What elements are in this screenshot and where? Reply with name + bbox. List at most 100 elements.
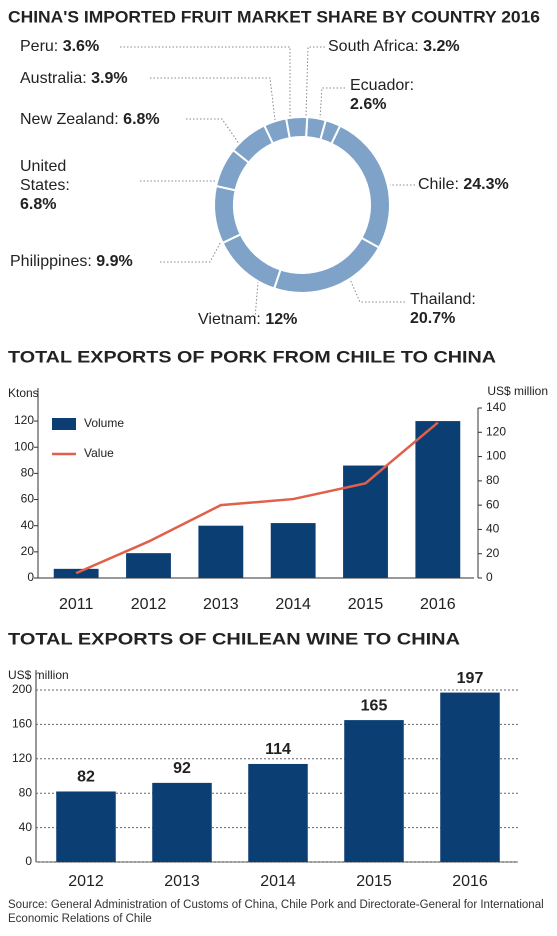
slice-category: Australia: <box>20 70 87 87</box>
slice-category: South Africa: <box>328 38 419 55</box>
bar <box>270 523 316 578</box>
x-tick-label: 2015 <box>348 596 384 613</box>
slice-category: United States: <box>20 158 70 194</box>
slice-value: 9.9% <box>96 253 133 270</box>
slice-label: Thailand: 20.7% <box>410 290 510 328</box>
y-tick-label: 160 <box>12 717 32 731</box>
bar <box>126 553 171 578</box>
y-tick-label: 0 <box>27 570 34 584</box>
data-label: 82 <box>77 769 95 786</box>
y-tick-label: 0 <box>25 854 32 868</box>
leader-lines <box>120 46 415 319</box>
bar <box>56 791 116 862</box>
slice-value: 3.9% <box>91 70 128 87</box>
x-tick-label: 2014 <box>275 596 311 613</box>
bar <box>415 421 461 578</box>
chart-title: TOTAL EXPORTS OF CHILEAN WINE TO CHINA <box>8 629 460 648</box>
pie-slice <box>213 184 242 245</box>
legend-label: Value <box>84 446 114 460</box>
y2-tick-label: 40 <box>486 522 500 536</box>
data-label: 114 <box>265 741 291 758</box>
line-series <box>75 421 439 575</box>
y2-tick-label: 140 <box>486 400 506 414</box>
y-tick-label: 200 <box>12 682 32 696</box>
leader <box>319 87 345 119</box>
y2-tick-label: 20 <box>486 546 500 560</box>
x-tick-label: 2016 <box>452 873 488 890</box>
data-label: 197 <box>457 670 484 687</box>
x-tick-label: 2015 <box>356 873 392 890</box>
x-tick-label: 2016 <box>420 596 456 613</box>
legend-label: Volume <box>84 416 124 430</box>
y-tick-label: 100 <box>14 439 34 453</box>
y2-tick-label: 80 <box>486 473 500 487</box>
slice-value: 12% <box>265 311 298 328</box>
slice-category: Vietnam: <box>198 311 261 328</box>
slice-label: South Africa: 3.2% <box>328 37 460 56</box>
x-tick-label: 2014 <box>260 873 296 890</box>
leader <box>150 77 276 121</box>
bar <box>440 692 500 862</box>
slice-label: Chile: 24.3% <box>418 175 509 194</box>
y-tick-label: 80 <box>19 785 33 799</box>
slice-category: Thailand: <box>410 291 476 308</box>
slice-label: Australia: 3.9% <box>20 69 128 88</box>
bar <box>198 525 244 578</box>
x-tick-label: 2011 <box>59 596 94 613</box>
y-axis-title: Ktons <box>8 386 39 400</box>
x-tick-label: 2013 <box>164 873 200 890</box>
legend-swatch <box>52 418 76 430</box>
slice-value: 6.8% <box>123 111 160 128</box>
data-label: 92 <box>173 760 191 777</box>
slice-category: Peru: <box>20 38 59 55</box>
slice-label: United States: 6.8% <box>20 157 100 214</box>
y-tick-label: 80 <box>21 466 35 480</box>
slice-label: Peru: 3.6% <box>20 37 99 56</box>
slice-value: 24.3% <box>463 176 509 193</box>
data-label: 165 <box>361 697 388 714</box>
pie-slice <box>330 124 391 249</box>
bar <box>152 782 212 862</box>
y-tick-label: 40 <box>19 820 33 834</box>
y-axis-title: US$ million <box>8 668 69 682</box>
leader <box>344 267 405 303</box>
leader <box>254 281 259 319</box>
pie-slice <box>272 236 381 294</box>
source-note: Source: General Administration of Custom… <box>8 899 544 925</box>
slice-category: Chile: <box>418 176 459 193</box>
bar <box>344 720 404 862</box>
slice-value: 6.8% <box>20 196 57 213</box>
slice-value: 2.6% <box>350 96 387 113</box>
slice-category: Ecuador: <box>350 77 415 94</box>
y-tick-label: 120 <box>14 413 34 427</box>
slice-label: Ecuador: 2.6% <box>350 76 430 114</box>
y2-tick-label: 120 <box>486 424 506 438</box>
pie-slice <box>284 116 309 140</box>
bar <box>248 763 308 862</box>
slice-value: 20.7% <box>410 310 456 327</box>
y2-tick-label: 100 <box>486 449 506 463</box>
x-tick-label: 2012 <box>68 873 104 890</box>
chart-title: TOTAL EXPORTS OF PORK FROM CHILE TO CHIN… <box>8 347 496 366</box>
y2-tick-label: 60 <box>486 497 500 511</box>
leader <box>186 118 241 146</box>
slice-label: Vietnam: 12% <box>198 310 297 329</box>
leader <box>305 46 325 117</box>
x-tick-label: 2013 <box>203 596 239 613</box>
y-tick-label: 120 <box>12 751 32 765</box>
y2-tick-label: 0 <box>486 570 493 584</box>
y-tick-label: 20 <box>21 544 35 558</box>
bar <box>53 568 99 578</box>
y-tick-label: 40 <box>21 518 35 532</box>
y-tick-label: 60 <box>21 492 35 506</box>
slice-category: Philippines: <box>10 253 92 270</box>
slice-value: 3.2% <box>423 38 460 55</box>
y2-axis-title: US$ million <box>487 384 548 398</box>
slice-category: New Zealand: <box>20 111 119 128</box>
leader <box>160 231 227 263</box>
slice-label: Philippines: 9.9% <box>10 252 133 271</box>
slice-value: 3.6% <box>62 38 100 55</box>
slice-label: New Zealand: 6.8% <box>20 110 160 129</box>
